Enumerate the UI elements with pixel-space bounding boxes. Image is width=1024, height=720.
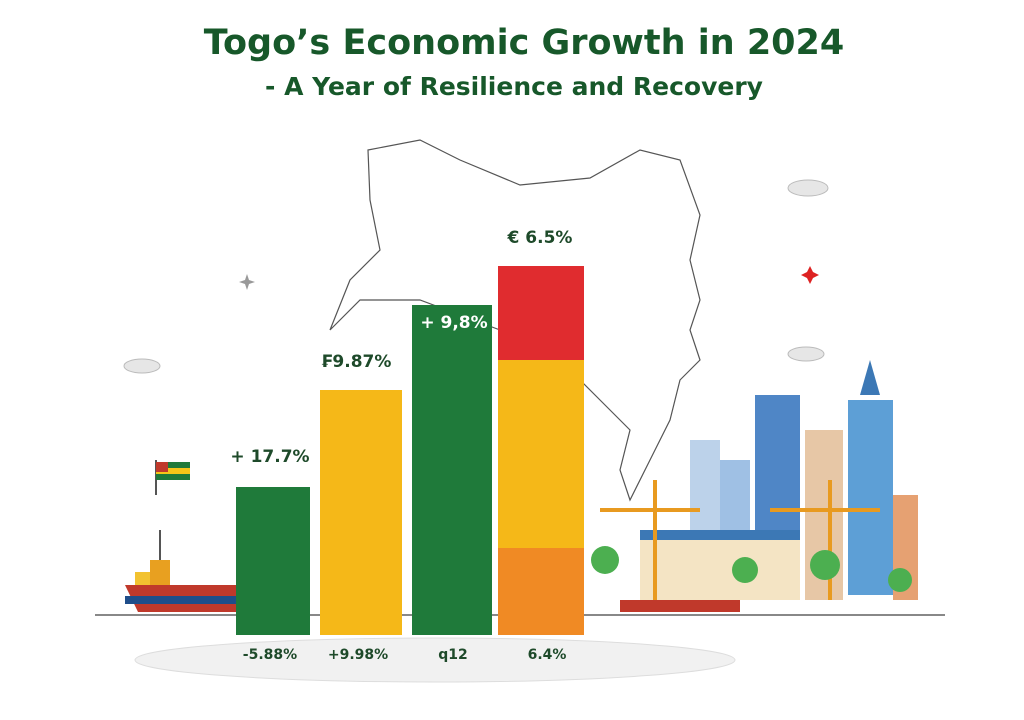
bar-bottom-label: -5.88% <box>243 647 297 663</box>
subtitle: - A Year of Resilience and Recovery <box>265 72 763 101</box>
bar <box>412 305 492 635</box>
sparkle <box>801 266 819 284</box>
ship <box>125 530 240 612</box>
title: Togo’s Economic Growth in 2024 <box>204 23 844 63</box>
bar <box>236 487 310 635</box>
bar-segment <box>498 360 584 548</box>
bar-bottom-label: +9.98% <box>328 647 388 663</box>
bar-segment <box>498 266 584 360</box>
bar-top-label: ₣9.87% <box>321 352 392 372</box>
bar-bottom-label: 6.4% <box>528 647 567 663</box>
bar-segment <box>498 548 584 635</box>
flag <box>155 460 190 495</box>
bar-bottom-label: q12 <box>438 647 468 663</box>
platform <box>134 637 736 683</box>
bar-top-label: + 9,8% <box>420 313 487 333</box>
bars <box>236 266 584 635</box>
bar-top-label: + 17.7% <box>230 447 309 467</box>
map-outline <box>329 139 701 502</box>
sparkle <box>239 274 255 290</box>
clouds <box>123 179 829 374</box>
bar <box>320 390 402 635</box>
bar-top-label: € 6.5% <box>507 228 573 248</box>
skyline <box>591 360 918 612</box>
